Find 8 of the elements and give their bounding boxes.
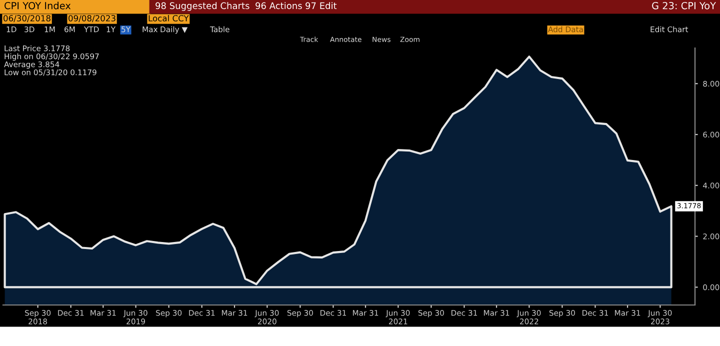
- text: 09/08/2023: [68, 15, 116, 22]
- text: 98 Suggested Charts: [156, 2, 250, 11]
- chart-subtitle: G 23: CPI YoY: [652, 2, 716, 10]
- text: 97 Edit: [306, 2, 337, 10]
- chart-title: CPI YOY Index: [4, 2, 71, 10]
- text: Local CCY: [148, 14, 189, 22]
- text: 96 Actions: [256, 2, 302, 10]
- text: 06/30/2018: [4, 15, 50, 22]
